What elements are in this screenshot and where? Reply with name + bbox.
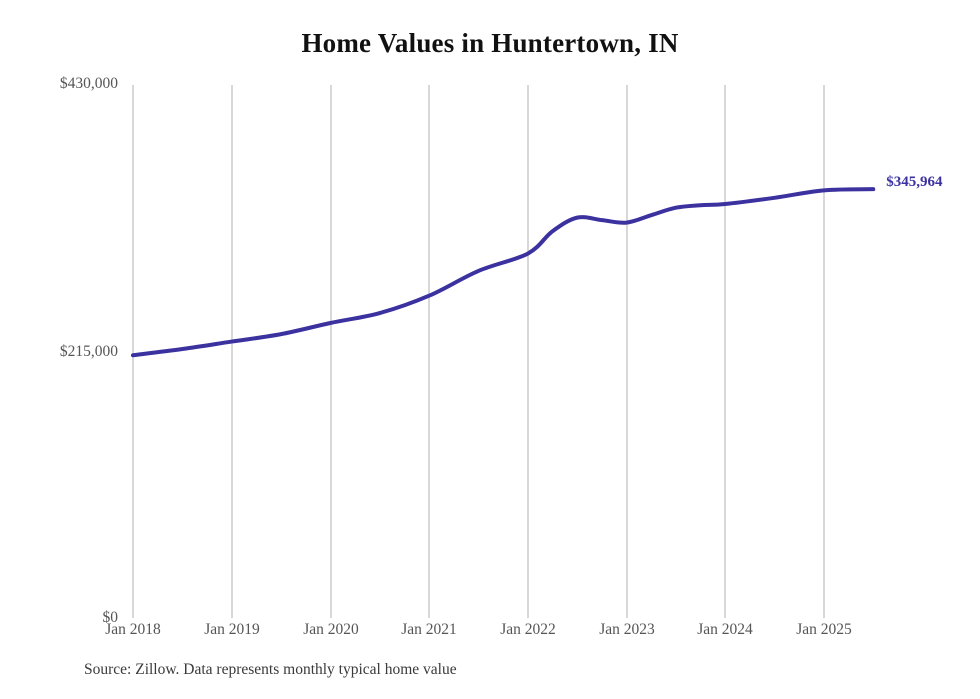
end-value-annotation: $345,964 bbox=[886, 174, 943, 191]
y-axis-tick-215000: $215,000 bbox=[59, 343, 118, 360]
y-axis-tick-0: $0 bbox=[102, 609, 119, 626]
x-axis-tick-jan-2023: Jan 2023 bbox=[599, 621, 655, 638]
x-axis-tick-jan-2018: Jan 2018 bbox=[105, 621, 161, 638]
y-axis-tick-430000: $430,000 bbox=[59, 75, 118, 92]
x-axis-tick-jan-2025: Jan 2025 bbox=[796, 621, 852, 638]
source-note: Source: Zillow. Data represents monthly … bbox=[84, 661, 457, 678]
x-axis-tick-jan-2021: Jan 2021 bbox=[401, 621, 457, 638]
chart-title: Home Values in Huntertown, IN bbox=[301, 28, 679, 58]
x-axis-tick-jan-2019: Jan 2019 bbox=[204, 621, 260, 638]
x-axis-tick-jan-2024: Jan 2024 bbox=[697, 621, 753, 638]
x-axis-tick-jan-2022: Jan 2022 bbox=[500, 621, 556, 638]
home-value-line-series bbox=[131, 187, 876, 358]
vertical-gridlines bbox=[132, 85, 825, 618]
x-axis-tick-jan-2020: Jan 2020 bbox=[303, 621, 359, 638]
